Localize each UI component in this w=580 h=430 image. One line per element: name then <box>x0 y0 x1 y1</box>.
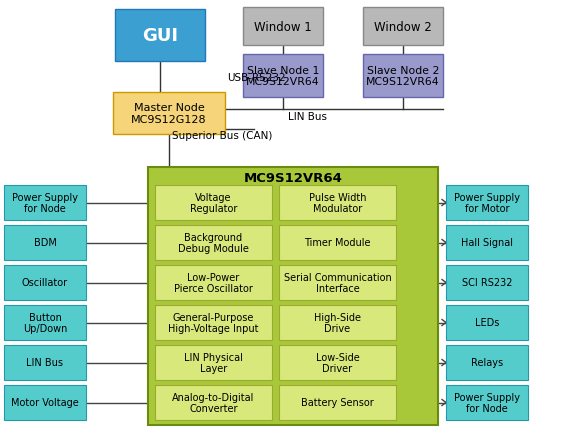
Text: LEDs: LEDs <box>475 318 499 328</box>
Text: Window 1: Window 1 <box>254 21 312 34</box>
FancyBboxPatch shape <box>155 265 272 300</box>
FancyBboxPatch shape <box>279 225 396 261</box>
Text: Background
Debug Module: Background Debug Module <box>178 232 249 254</box>
Text: Power Supply
for Node: Power Supply for Node <box>454 392 520 413</box>
Text: Relays: Relays <box>471 358 503 368</box>
FancyBboxPatch shape <box>279 186 396 221</box>
Text: Window 2: Window 2 <box>374 21 432 34</box>
FancyBboxPatch shape <box>279 305 396 340</box>
Text: Slave Node 1
MC9S12VR64: Slave Node 1 MC9S12VR64 <box>246 65 320 87</box>
FancyBboxPatch shape <box>4 265 86 300</box>
Text: LIN Bus: LIN Bus <box>288 112 327 122</box>
FancyBboxPatch shape <box>4 186 86 221</box>
FancyBboxPatch shape <box>148 168 438 425</box>
Text: USB-RS232: USB-RS232 <box>227 73 285 83</box>
Text: Power Supply
for Motor: Power Supply for Motor <box>454 192 520 214</box>
Text: Master Node
MC9S12G128: Master Node MC9S12G128 <box>131 103 207 125</box>
FancyBboxPatch shape <box>4 345 86 380</box>
Text: BDM: BDM <box>34 238 56 248</box>
Text: Battery Sensor: Battery Sensor <box>301 398 374 408</box>
FancyBboxPatch shape <box>446 305 528 340</box>
Text: Superior Bus (CAN): Superior Bus (CAN) <box>172 131 273 141</box>
FancyBboxPatch shape <box>155 345 272 380</box>
FancyBboxPatch shape <box>363 8 443 46</box>
FancyBboxPatch shape <box>446 225 528 261</box>
Text: Power Supply
for Node: Power Supply for Node <box>12 192 78 214</box>
Text: General-Purpose
High-Voltage Input: General-Purpose High-Voltage Input <box>168 312 259 334</box>
FancyBboxPatch shape <box>279 385 396 420</box>
Text: SCI RS232: SCI RS232 <box>462 278 512 288</box>
FancyBboxPatch shape <box>4 225 86 261</box>
Text: High-Side
Drive: High-Side Drive <box>314 312 361 334</box>
FancyBboxPatch shape <box>155 385 272 420</box>
FancyBboxPatch shape <box>279 345 396 380</box>
Text: GUI: GUI <box>142 27 178 45</box>
Text: Low-Side
Driver: Low-Side Driver <box>316 352 360 373</box>
Text: Button
Up/Down: Button Up/Down <box>23 312 67 334</box>
Text: LIN Bus: LIN Bus <box>27 358 63 368</box>
FancyBboxPatch shape <box>4 305 86 340</box>
Text: MC9S12VR64: MC9S12VR64 <box>244 172 342 185</box>
FancyBboxPatch shape <box>155 225 272 261</box>
Text: Low-Power
Pierce Oscillator: Low-Power Pierce Oscillator <box>174 272 253 294</box>
Text: Serial Communication
Interface: Serial Communication Interface <box>284 272 392 294</box>
Text: Oscillator: Oscillator <box>22 278 68 288</box>
Text: Pulse Width
Modulator: Pulse Width Modulator <box>309 192 366 214</box>
Text: Voltage
Regulator: Voltage Regulator <box>190 192 237 214</box>
FancyBboxPatch shape <box>279 265 396 300</box>
FancyBboxPatch shape <box>155 186 272 221</box>
Text: Analog-to-Digital
Converter: Analog-to-Digital Converter <box>172 392 255 413</box>
Text: Motor Voltage: Motor Voltage <box>11 398 79 408</box>
FancyBboxPatch shape <box>155 305 272 340</box>
FancyBboxPatch shape <box>446 345 528 380</box>
Text: Timer Module: Timer Module <box>304 238 371 248</box>
Text: Hall Signal: Hall Signal <box>461 238 513 248</box>
FancyBboxPatch shape <box>113 93 225 135</box>
FancyBboxPatch shape <box>363 55 443 98</box>
FancyBboxPatch shape <box>446 385 528 420</box>
FancyBboxPatch shape <box>446 186 528 221</box>
FancyBboxPatch shape <box>4 385 86 420</box>
FancyBboxPatch shape <box>243 55 323 98</box>
Text: Slave Node 2
MC9S12VR64: Slave Node 2 MC9S12VR64 <box>366 65 440 87</box>
Text: LIN Physical
Layer: LIN Physical Layer <box>184 352 243 373</box>
FancyBboxPatch shape <box>446 265 528 300</box>
FancyBboxPatch shape <box>243 8 323 46</box>
FancyBboxPatch shape <box>115 10 205 62</box>
